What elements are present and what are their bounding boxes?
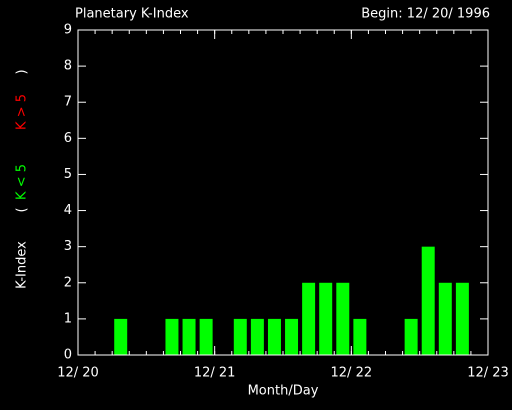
bar [319, 282, 333, 355]
bar [336, 282, 350, 355]
bar [353, 318, 367, 355]
bar [302, 282, 316, 355]
bar [438, 282, 452, 355]
chart-title: Planetary K-Index [75, 7, 189, 22]
y-axis-label-group: K-Index ( K < 5 K > 5 ) [15, 69, 30, 288]
x-tick-label: 12/ 21 [194, 366, 236, 381]
bar [404, 318, 418, 355]
bar [455, 282, 469, 355]
bar [267, 318, 281, 355]
bar [250, 318, 264, 355]
bar [233, 318, 247, 355]
x-tick-label: 12/ 22 [331, 366, 373, 381]
bar [199, 318, 213, 355]
legend-bracket: ( [15, 207, 30, 212]
bar [285, 318, 299, 355]
y-tick-label: 3 [64, 239, 72, 254]
chart-subtitle: Begin: 12/ 20/ 1996 [361, 7, 490, 22]
y-axis-label: K-Index [15, 241, 30, 289]
y-tick-label: 1 [64, 311, 72, 326]
y-tick-label: 9 [64, 23, 72, 38]
legend-entry: K < 5 [15, 164, 30, 200]
x-tick-label: 12/ 23 [467, 366, 509, 381]
bar [182, 318, 196, 355]
y-tick-label: 7 [64, 95, 72, 110]
legend-bracket: ) [15, 69, 30, 74]
x-tick-label: 12/ 20 [57, 366, 99, 381]
bar [114, 318, 128, 355]
bar [421, 246, 435, 355]
legend-entry: K > 5 [15, 94, 30, 130]
y-tick-label: 5 [64, 167, 72, 182]
y-tick-label: 4 [64, 203, 72, 218]
bar [165, 318, 179, 355]
y-tick-label: 6 [64, 131, 72, 146]
y-tick-label: 2 [64, 275, 72, 290]
x-axis-label: Month/Day [248, 384, 319, 399]
y-tick-label: 0 [64, 348, 72, 363]
y-tick-label: 8 [64, 59, 72, 74]
